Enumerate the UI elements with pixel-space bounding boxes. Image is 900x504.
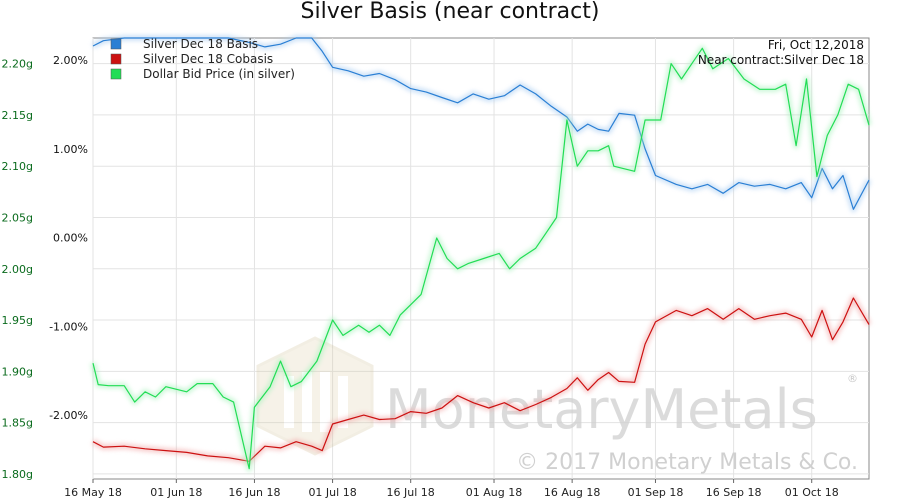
series-line [92, 297, 870, 462]
x-tick-label: 16 Jun 18 [228, 486, 280, 499]
y-left-tick-label: 1.90g [2, 365, 33, 378]
y-left-tick-label: 2.05g [2, 211, 33, 224]
y-left-tick-label: 1.85g [2, 417, 33, 430]
y-right-tick-label: -1.00% [49, 320, 88, 333]
x-tick-label: 16 Aug 18 [544, 486, 600, 499]
y-right-tick-label: 0.00% [53, 232, 88, 245]
x-tick-label: 16 May 18 [64, 486, 122, 499]
y-left-tick-label: 2.00g [2, 263, 33, 276]
watermark-brand: MonetaryMetals [385, 378, 818, 441]
legend-swatch [110, 68, 122, 80]
info-date: Fri, Oct 12,2018 [768, 38, 864, 52]
y-left-tick-label: 2.20g [2, 58, 33, 71]
legend-swatch [110, 38, 122, 50]
y-right-tick-label: 2.00% [53, 54, 88, 67]
series-cobasis [91, 295, 872, 465]
watermark: MonetaryMetals ® © 2017 Monetary Metals … [256, 336, 858, 475]
y-left-tick-label: 2.15g [2, 109, 33, 122]
series-basis [91, 35, 872, 213]
x-tick-label: 01 Sep 18 [628, 486, 684, 499]
series-dollar-bid-price [90, 45, 872, 472]
series-line [92, 37, 870, 210]
watermark-logo [256, 336, 374, 456]
x-tick-label: 01 Aug 18 [466, 486, 522, 499]
y-right-tick-label: 1.00% [53, 143, 88, 156]
y-left-tick-label: 2.10g [2, 160, 33, 173]
series-layer [90, 35, 872, 472]
y-left-tick-label: 1.95g [2, 314, 33, 327]
legend-label: Silver Dec 18 Cobasis [143, 52, 273, 66]
y-left-tick-label: 1.80g [2, 468, 33, 481]
x-tick-label: 01 Jun 18 [150, 486, 202, 499]
x-tick-label: 01 Jul 18 [308, 486, 356, 499]
info-box: Fri, Oct 12,2018 Near contract:Silver De… [698, 38, 864, 67]
x-tick-label: 16 Jul 18 [387, 486, 435, 499]
info-contract: Near contract:Silver Dec 18 [698, 53, 864, 67]
y-axis-right: 2.00% 1.00% 0.00% -1.00% -2.00% [49, 54, 88, 422]
legend-label: Silver Dec 18 Basis [143, 37, 258, 51]
x-tick-label: 01 Oct 18 [785, 486, 839, 499]
y-axis-left: 2.20g 2.15g 2.10g 2.05g 2.00g 1.95g 1.90g 1.85g… [2, 58, 33, 481]
x-tick-label: 16 Sep 18 [706, 486, 762, 499]
legend-label: Dollar Bid Price (in silver) [143, 67, 295, 81]
series-line [92, 47, 870, 470]
y-right-tick-label: -2.00% [49, 409, 88, 422]
chart-title: Silver Basis (near contract) [301, 0, 600, 24]
x-axis: 16 May 18 01 Jun 18 16 Jun 18 01 Jul 18 16 J… [64, 479, 839, 499]
legend-swatch [110, 53, 122, 65]
watermark-registered: ® [847, 372, 858, 385]
watermark-copyright: © 2017 Monetary Metals & Co. [516, 450, 858, 475]
